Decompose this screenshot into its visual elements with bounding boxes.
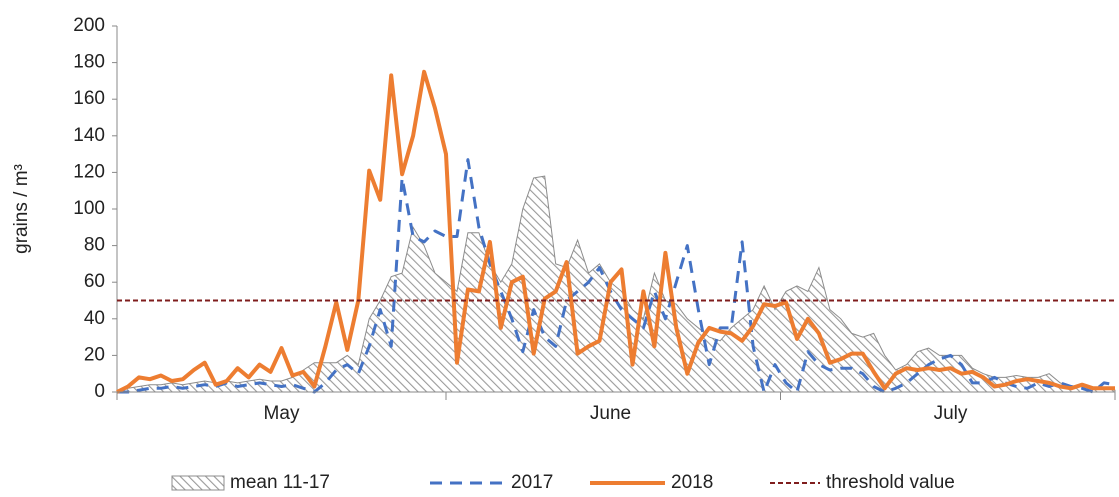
- y-tick-label: 120: [73, 161, 105, 182]
- legend-label: threshold value: [826, 472, 955, 493]
- y-tick-label: 40: [84, 308, 105, 329]
- legend-label: mean 11-17: [230, 472, 330, 493]
- y-tick-label: 180: [73, 52, 105, 73]
- area: [116, 175, 1116, 393]
- line: [116, 69, 1115, 394]
- y-tick-label: 0: [94, 381, 105, 402]
- legend-label: 2017: [511, 472, 553, 493]
- y-tick-label: 80: [84, 235, 105, 256]
- legend-label: 2018: [671, 472, 713, 493]
- y-tick-label: 200: [73, 15, 105, 36]
- y-axis-label: grains / m³: [11, 164, 32, 254]
- x-tick-label: July: [934, 403, 968, 424]
- legend-swatch: [171, 475, 225, 491]
- y-tick-label: 100: [73, 198, 105, 219]
- x-tick-label: June: [590, 403, 631, 424]
- x-tick-label: May: [264, 403, 300, 424]
- y-tick-label: 60: [84, 271, 105, 292]
- y-tick-label: 20: [84, 344, 105, 365]
- y-tick-label: 140: [73, 125, 105, 146]
- y-tick-label: 160: [73, 88, 105, 109]
